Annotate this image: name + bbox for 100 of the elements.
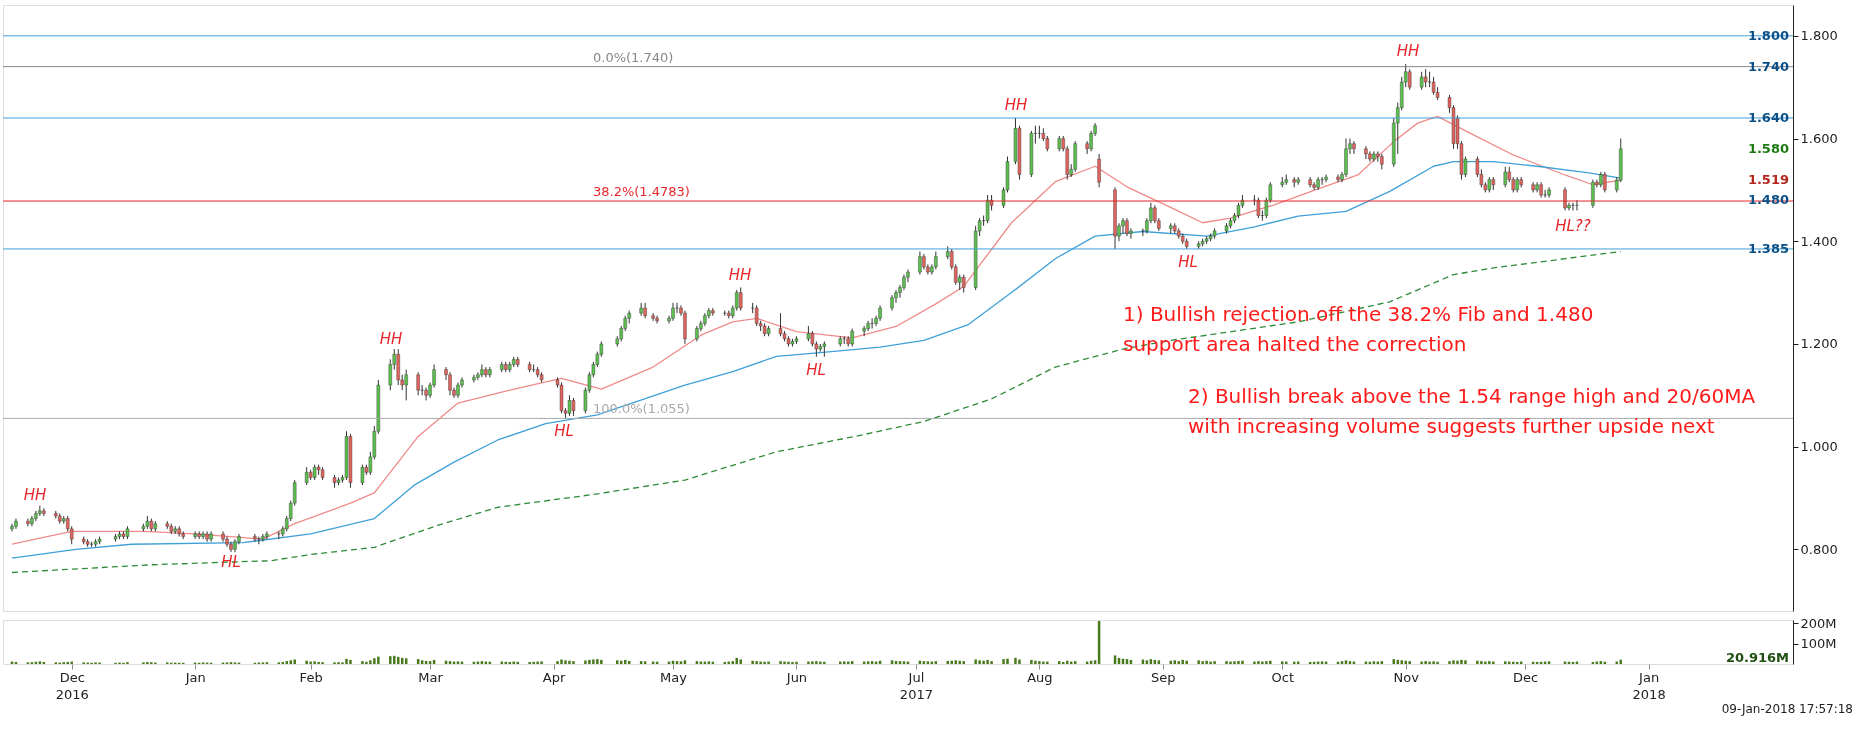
candlestick (1591, 179, 1595, 209)
candlestick (480, 363, 484, 378)
annotation: 1.385 (1747, 240, 1789, 256)
bar (293, 659, 296, 664)
bar (779, 661, 782, 664)
bar (1484, 661, 1487, 664)
bar (349, 659, 352, 664)
annotation: 1.800 (1747, 27, 1789, 43)
y-tick-label: 1.800 (1800, 28, 1838, 44)
bar (1448, 661, 1451, 664)
bar (528, 661, 531, 664)
bar (616, 660, 619, 664)
annotation: HH (379, 330, 403, 348)
bar (365, 661, 368, 664)
bar (313, 661, 316, 664)
bar (751, 660, 754, 664)
candlestick (1571, 202, 1575, 211)
bar (66, 661, 69, 664)
ref-line-label: 38.2%(1.4783) (593, 184, 690, 200)
annotation: 20.916M (1725, 650, 1789, 665)
x-tick-label: Sep (1151, 669, 1176, 685)
x-tick-label: Feb (299, 669, 323, 685)
annotation: HL (221, 553, 241, 571)
bar (1177, 661, 1180, 664)
x-tick-label: Aug (1027, 669, 1053, 685)
annotation: 1.580 (1747, 141, 1789, 156)
x-tick-label: Apr (542, 669, 566, 685)
bar (1062, 661, 1065, 664)
bar (807, 661, 810, 664)
candlestick (1312, 181, 1316, 191)
bar (1030, 659, 1033, 664)
annotation: 1.740 (1747, 58, 1789, 74)
bar (1034, 660, 1037, 664)
bar (795, 661, 798, 664)
bar (755, 661, 758, 664)
bar (982, 660, 985, 664)
bar (560, 659, 563, 664)
bar (317, 661, 320, 664)
bar (1420, 661, 1423, 664)
bar (974, 659, 977, 664)
bar (815, 661, 818, 664)
candlestick (1256, 197, 1261, 219)
annotation: HH (728, 266, 752, 284)
bar (1281, 661, 1284, 664)
bar (1408, 661, 1411, 664)
candlestick (201, 530, 205, 540)
candlestick (416, 371, 420, 396)
bar (1460, 659, 1463, 664)
bar (389, 656, 392, 664)
bar (986, 659, 989, 664)
bar (1201, 661, 1204, 664)
x-tick-label: Dec 2016 (55, 669, 89, 702)
annotation: HL (806, 361, 826, 379)
bar (1205, 660, 1208, 664)
candlestick (1408, 68, 1412, 91)
bar (540, 661, 543, 664)
candlestick (778, 312, 783, 337)
annotation: HL (1178, 253, 1198, 271)
bar (1480, 661, 1483, 664)
bar (811, 661, 814, 664)
candlestick (1352, 140, 1356, 155)
bar (1452, 660, 1455, 664)
bar (1404, 660, 1407, 664)
bar (990, 661, 993, 664)
bar (1018, 659, 1021, 664)
bar (1237, 660, 1240, 664)
bar (305, 660, 308, 664)
candlestick (735, 289, 739, 312)
annotation: HH (23, 486, 47, 504)
bar (285, 661, 288, 664)
annotation: 1.519 (1747, 172, 1789, 187)
bar (767, 661, 770, 664)
bar (839, 661, 842, 664)
bar (568, 660, 571, 664)
annotation: 1.480 (1747, 192, 1789, 208)
bar (1038, 661, 1041, 664)
x-tick-label: Jan 2018 (1632, 669, 1666, 702)
bar (1424, 661, 1427, 664)
bar (1476, 660, 1479, 664)
bar (592, 659, 595, 664)
y-tick-label: 1.200 (1800, 336, 1838, 352)
x-tick-label: Jul 2017 (899, 669, 933, 702)
candlestick (1575, 199, 1579, 211)
candlestick (655, 315, 659, 324)
bar (1400, 660, 1403, 664)
candlestick (197, 530, 201, 540)
candlestick (261, 533, 265, 543)
bar (783, 661, 786, 664)
candlestick (1097, 153, 1101, 188)
bar (1241, 660, 1244, 664)
bar (954, 660, 957, 664)
y-tick-label: 100M (1800, 636, 1837, 652)
bar (787, 661, 790, 664)
annotation: HL (554, 422, 574, 440)
bar (361, 661, 364, 664)
bar (532, 661, 535, 664)
bar (1002, 659, 1005, 664)
bar (393, 655, 396, 664)
candlestick (1336, 173, 1340, 183)
ref-line-label: 0.0%(1.740) (593, 49, 674, 65)
